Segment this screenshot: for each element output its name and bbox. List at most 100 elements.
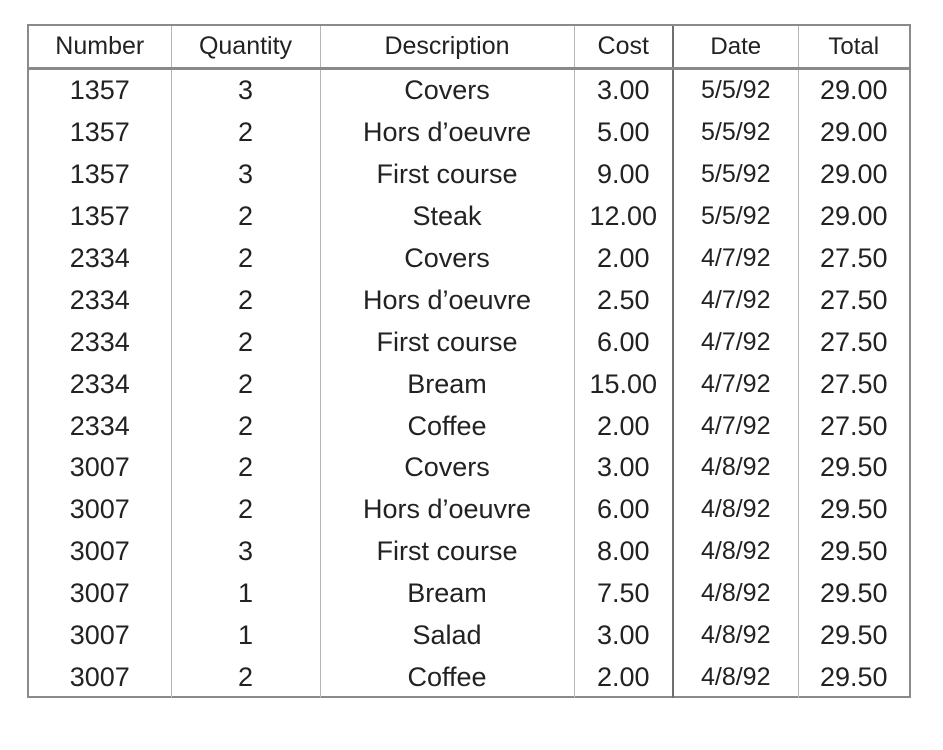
cell-quantity: 2	[170, 237, 320, 280]
cell-date: 5/5/92	[672, 111, 798, 154]
cell-description: Covers	[319, 237, 574, 280]
table-row: 2334 2 Covers 2.00 4/7/92 27.50	[29, 237, 909, 280]
cell-quantity: 3	[170, 153, 320, 196]
column-header-cost: Cost	[573, 26, 673, 70]
cell-cost: 6.00	[573, 488, 673, 531]
cell-date: 4/7/92	[672, 237, 798, 280]
cell-description: Covers	[319, 68, 574, 112]
cell-cost: 2.00	[573, 656, 673, 699]
cell-quantity: 3	[170, 530, 320, 573]
cell-cost: 3.00	[573, 447, 673, 489]
table-row: 2334 2 First course 6.00 4/7/92 27.50	[29, 321, 909, 364]
cell-quantity: 3	[170, 68, 320, 112]
cell-quantity: 2	[170, 363, 320, 406]
table-row: 3007 1 Salad 3.00 4/8/92 29.50	[29, 614, 909, 657]
cell-cost: 15.00	[573, 363, 673, 406]
cell-cost: 2.00	[573, 405, 673, 448]
table-row: 3007 2 Coffee 2.00 4/8/92 29.50	[29, 656, 909, 699]
cell-total: 27.50	[797, 405, 909, 448]
cell-date: 5/5/92	[672, 153, 798, 196]
cell-description: Salad	[319, 614, 574, 657]
column-header-description: Description	[319, 26, 574, 70]
column-header-quantity: Quantity	[170, 26, 320, 70]
cell-total: 29.50	[797, 614, 909, 657]
cell-quantity: 2	[170, 488, 320, 531]
cell-quantity: 2	[170, 656, 320, 699]
cell-number: 3007	[69, 536, 130, 567]
cell-number: 1357	[69, 117, 130, 148]
cell-total: 29.50	[797, 447, 909, 489]
cell-date: 4/7/92	[672, 405, 798, 448]
cell-quantity: 1	[170, 572, 320, 615]
cell-number: 2334	[69, 243, 130, 273]
cell-total: 29.00	[797, 195, 909, 238]
cell-cost: 2.00	[573, 237, 673, 280]
table-row: 3007 2 Hors d’oeuvre 6.00 4/8/92 29.50	[29, 488, 909, 531]
cell-total: 29.00	[797, 68, 909, 112]
cell-quantity: 2	[170, 321, 320, 364]
cell-quantity: 2	[170, 111, 320, 154]
table-row: 1357 3 Covers 3.00 5/5/92 29.00	[29, 68, 909, 112]
column-header-total: Total	[797, 26, 909, 70]
cell-description: Steak	[319, 195, 574, 238]
cell-quantity: 1	[170, 614, 320, 657]
cell-total: 29.50	[797, 572, 909, 615]
cell-cost: 12.00	[573, 195, 673, 238]
cell-description: Covers	[319, 447, 574, 489]
cell-number: 1357	[69, 201, 130, 232]
cell-date: 4/8/92	[672, 572, 798, 615]
table-row: 1357 2 Steak 12.00 5/5/92 29.00	[29, 195, 909, 238]
cell-number: 2334	[69, 368, 130, 399]
cell-description: Hors d’oeuvre	[319, 111, 574, 154]
cell-total: 29.50	[797, 530, 909, 573]
cell-date: 4/8/92	[672, 614, 798, 657]
order-table: Number Quantity Description Cost Date To…	[27, 24, 911, 699]
cell-quantity: 2	[170, 447, 320, 489]
cell-description: Hors d’oeuvre	[319, 279, 574, 322]
table-row: 2334 2 Bream 15.00 4/7/92 27.50	[29, 363, 909, 406]
cell-description: First course	[319, 530, 574, 573]
cell-total: 27.50	[797, 321, 909, 364]
cell-number: 2334	[69, 326, 130, 357]
cell-total: 27.50	[797, 237, 909, 280]
table-row: 2334 2 Coffee 2.00 4/7/92 27.50	[29, 405, 909, 448]
table-row: 2334 2 Hors d’oeuvre 2.50 4/7/92 27.50	[29, 279, 909, 322]
cell-description: Hors d’oeuvre	[319, 488, 574, 531]
cell-number: 2334	[69, 410, 130, 441]
cell-total: 29.00	[797, 111, 909, 154]
cell-date: 4/7/92	[672, 363, 798, 406]
cell-cost: 2.50	[573, 279, 673, 322]
cell-cost: 6.00	[573, 321, 673, 364]
cell-cost: 5.00	[573, 111, 673, 154]
cell-total: 27.50	[797, 363, 909, 406]
cell-description: Bream	[319, 572, 574, 615]
cell-number: 3007	[69, 494, 130, 525]
cell-cost: 7.50	[573, 572, 673, 615]
table-row: 1357 2 Hors d’oeuvre 5.00 5/5/92 29.00	[29, 111, 909, 154]
cell-number: 2334	[69, 284, 130, 315]
cell-date: 4/8/92	[672, 488, 798, 531]
cell-date: 5/5/92	[672, 195, 798, 238]
column-header-number: Number	[29, 26, 171, 70]
cell-total: 29.00	[797, 153, 909, 196]
cell-number: 1357	[69, 159, 130, 190]
cell-date: 4/8/92	[672, 447, 798, 489]
order-table-grid: Number Quantity Description Cost Date To…	[29, 26, 909, 699]
cell-number: 1357	[69, 75, 130, 106]
cell-total: 29.50	[797, 488, 909, 531]
cell-number: 3007	[69, 452, 130, 483]
cell-quantity: 2	[170, 279, 320, 322]
cell-description: Coffee	[319, 405, 574, 448]
cell-total: 27.50	[797, 279, 909, 322]
column-header-date: Date	[672, 26, 798, 70]
cell-cost: 9.00	[573, 153, 673, 196]
cell-description: First course	[319, 321, 574, 364]
cell-date: 4/7/92	[672, 321, 798, 364]
cell-number: 3007	[69, 578, 130, 609]
cell-description: Coffee	[319, 656, 574, 699]
table-body: 1357 3 Covers 3.00 5/5/92 29.00 1357 2 Hors d’oe…	[29, 68, 909, 699]
cell-total: 29.50	[797, 656, 909, 699]
cell-date: 5/5/92	[672, 68, 798, 112]
cell-number: 3007	[69, 661, 130, 692]
cell-quantity: 2	[170, 405, 320, 448]
